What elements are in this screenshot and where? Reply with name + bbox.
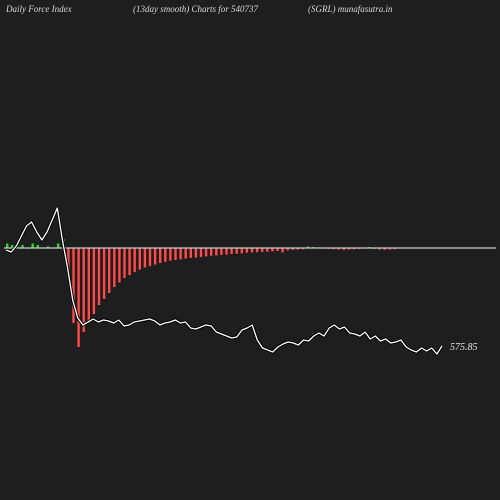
- price-line-outline: [5, 206, 444, 356]
- header-center: (13day smooth) Charts for 540737: [133, 4, 259, 14]
- force-bar-30: [159, 248, 162, 263]
- force-bar-74: [383, 248, 386, 250]
- force-bar-3: [21, 245, 24, 248]
- force-bar-65: [337, 248, 340, 250]
- force-bar-67: [347, 248, 351, 250]
- force-bar-17: [92, 248, 96, 314]
- force-bar-12: [67, 248, 70, 272]
- force-bar-23: [123, 248, 126, 278]
- force-bar-26: [138, 248, 141, 270]
- force-bar-2: [16, 246, 19, 248]
- force-bar-59: [306, 246, 310, 248]
- force-bar-15: [82, 248, 85, 332]
- force-bar-46: [240, 248, 243, 254]
- force-bar-52: [271, 248, 274, 252]
- force-bar-22: [118, 248, 121, 283]
- force-bar-1: [11, 245, 14, 248]
- force-bar-0: [6, 243, 9, 248]
- force-bar-34: [179, 248, 182, 260]
- force-bar-10: [57, 243, 60, 248]
- force-bar-45: [235, 248, 238, 254]
- force-bar-56: [291, 248, 294, 250]
- force-bar-18: [97, 248, 101, 305]
- force-bar-75: [388, 248, 391, 250]
- force-bar-13: [72, 248, 75, 323]
- force-bar-32: [169, 248, 172, 261]
- force-bar-57: [296, 248, 300, 250]
- last-price-label: 575.85: [450, 342, 478, 353]
- force-bar-36: [189, 248, 192, 258]
- force-bar-51: [266, 248, 269, 252]
- force-bar-38: [199, 248, 203, 257]
- force-bar-40: [210, 248, 213, 256]
- force-bar-76: [393, 248, 396, 250]
- bars-group: [6, 239, 396, 347]
- force-bar-53: [276, 248, 279, 251]
- force-bar-24: [128, 248, 131, 275]
- force-bar-28: [148, 248, 152, 266]
- header-right: (SGRL) munafasutra.in: [308, 4, 393, 14]
- force-bar-48: [250, 248, 254, 253]
- force-bar-21: [113, 248, 116, 287]
- force-bar-8: [46, 246, 50, 248]
- force-bar-35: [184, 248, 187, 259]
- force-bar-54: [281, 248, 284, 253]
- force-bar-68: [352, 248, 356, 250]
- force-bar-29: [153, 248, 157, 265]
- force-bar-55: [286, 248, 289, 251]
- force-bar-31: [164, 248, 167, 262]
- force-bar-47: [245, 248, 249, 253]
- force-bar-73: [378, 248, 381, 250]
- force-bar-42: [220, 248, 223, 255]
- force-bar-27: [143, 248, 147, 268]
- force-bar-41: [215, 248, 218, 256]
- force-bar-66: [342, 248, 345, 250]
- force-bar-49: [255, 248, 259, 253]
- force-bar-44: [230, 248, 233, 254]
- force-bar-37: [194, 248, 198, 258]
- force-bar-6: [36, 245, 39, 248]
- force-bar-19: [102, 248, 106, 299]
- force-bar-5: [31, 243, 34, 248]
- force-bar-43: [225, 248, 228, 255]
- force-bar-33: [174, 248, 177, 260]
- force-bar-14: [77, 248, 80, 347]
- force-bar-25: [133, 248, 136, 272]
- price-line: [5, 207, 443, 355]
- force-bar-39: [204, 248, 208, 257]
- force-bar-64: [332, 248, 335, 250]
- force-bar-50: [261, 248, 264, 252]
- header-left: Daily Force Index: [6, 4, 72, 14]
- force-bar-20: [108, 248, 111, 293]
- force-bar-16: [87, 248, 90, 323]
- force-bar-58: [301, 248, 305, 250]
